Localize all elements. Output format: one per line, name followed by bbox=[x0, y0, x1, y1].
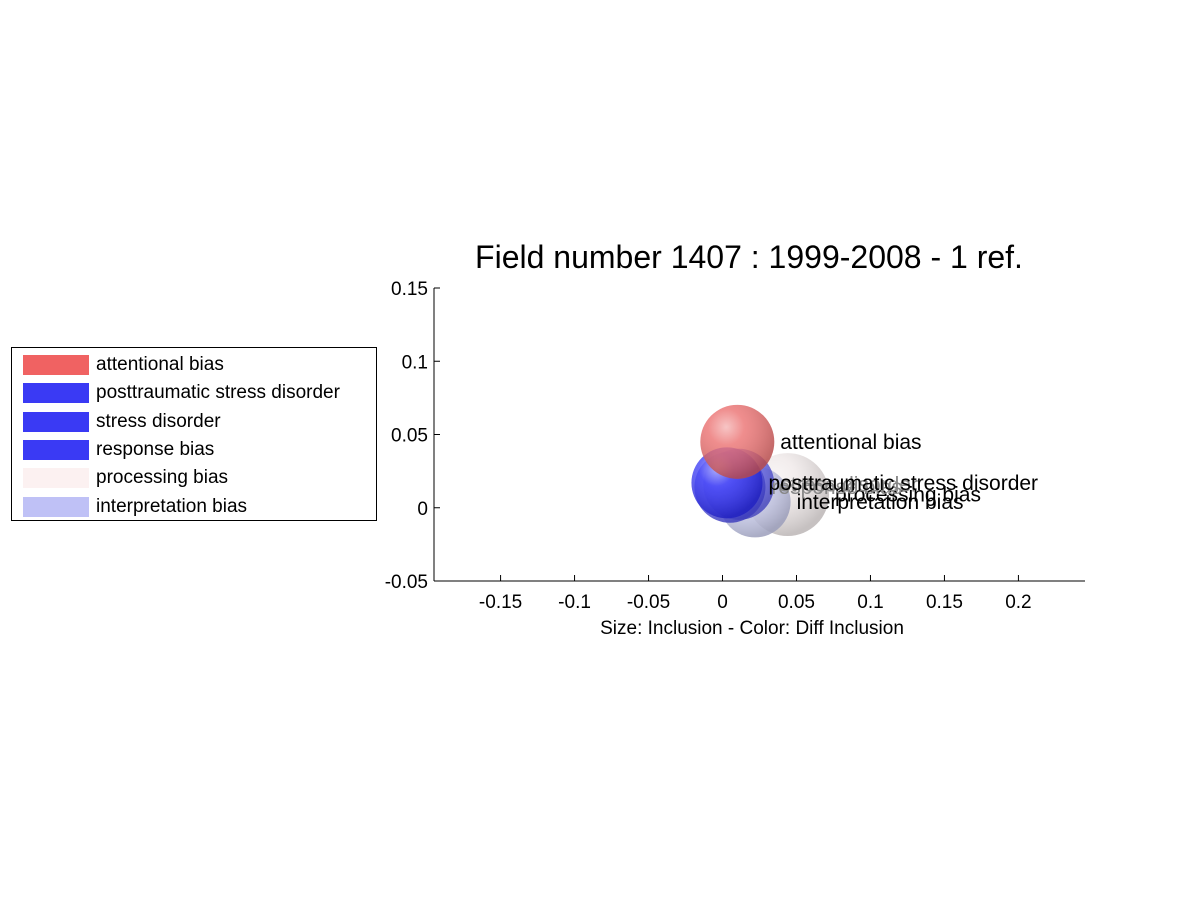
bubble-label-attentional-bias: attentional bias bbox=[780, 431, 921, 454]
bubble-label-stress-disorder: stress disorder bbox=[780, 473, 918, 496]
x-tick-label: -0.1 bbox=[558, 592, 591, 613]
x-tick-label: -0.05 bbox=[627, 592, 670, 613]
bubble-label-interpretation-bias: interpretation bias bbox=[797, 491, 964, 514]
legend-item: interpretation bias bbox=[23, 496, 247, 518]
legend-swatch bbox=[23, 439, 89, 460]
legend-label: stress disorder bbox=[96, 410, 221, 432]
legend-item: attentional bias bbox=[23, 354, 224, 376]
legend-label: attentional bias bbox=[96, 354, 224, 375]
y-tick-label: -0.05 bbox=[385, 572, 428, 593]
y-tick-label: 0.05 bbox=[391, 426, 428, 447]
chart-title: Field number 1407 : 1999-2008 - 1 ref. bbox=[475, 239, 1023, 275]
legend-swatch bbox=[23, 383, 89, 404]
legend-item: posttraumatic stress disorder bbox=[23, 382, 340, 404]
legend-swatch bbox=[23, 468, 89, 489]
y-tick-label: 0.1 bbox=[402, 352, 428, 373]
x-tick-label: 0.15 bbox=[926, 592, 963, 613]
bubble-shading bbox=[700, 404, 775, 479]
legend-swatch bbox=[23, 496, 89, 517]
legend-item: response bias bbox=[23, 439, 214, 461]
y-tick-label: 0.15 bbox=[391, 279, 428, 300]
bubble-label-posttraumatic-stress-disorder: posttraumatic stress disorder bbox=[768, 472, 1038, 495]
legend: attentional bias posttraumatic stress dis… bbox=[11, 347, 377, 521]
legend-label: posttraumatic stress disorder bbox=[96, 382, 340, 404]
legend-item: stress disorder bbox=[23, 411, 221, 433]
legend-label: interpretation bias bbox=[96, 495, 248, 517]
legend-label: response bias bbox=[96, 438, 215, 460]
x-axis-label: Size: Inclusion - Color: Diff Inclusion bbox=[600, 618, 904, 639]
legend-label: processing bias bbox=[96, 467, 229, 489]
x-tick-label: 0.2 bbox=[1005, 592, 1031, 613]
x-tick-label: 0.05 bbox=[778, 592, 815, 613]
bubble-label-processing-bias: processing bias bbox=[835, 484, 981, 507]
legend-item: processing bias bbox=[23, 467, 228, 489]
bubble-label-response-bias: response bias bbox=[771, 476, 902, 499]
x-tick-label: 0 bbox=[717, 592, 728, 613]
legend-swatch bbox=[23, 411, 89, 432]
y-tick-label: 0 bbox=[417, 499, 428, 520]
x-tick-label: -0.15 bbox=[479, 592, 522, 613]
x-tick-label: 0.1 bbox=[857, 592, 883, 613]
legend-swatch bbox=[23, 355, 89, 375]
